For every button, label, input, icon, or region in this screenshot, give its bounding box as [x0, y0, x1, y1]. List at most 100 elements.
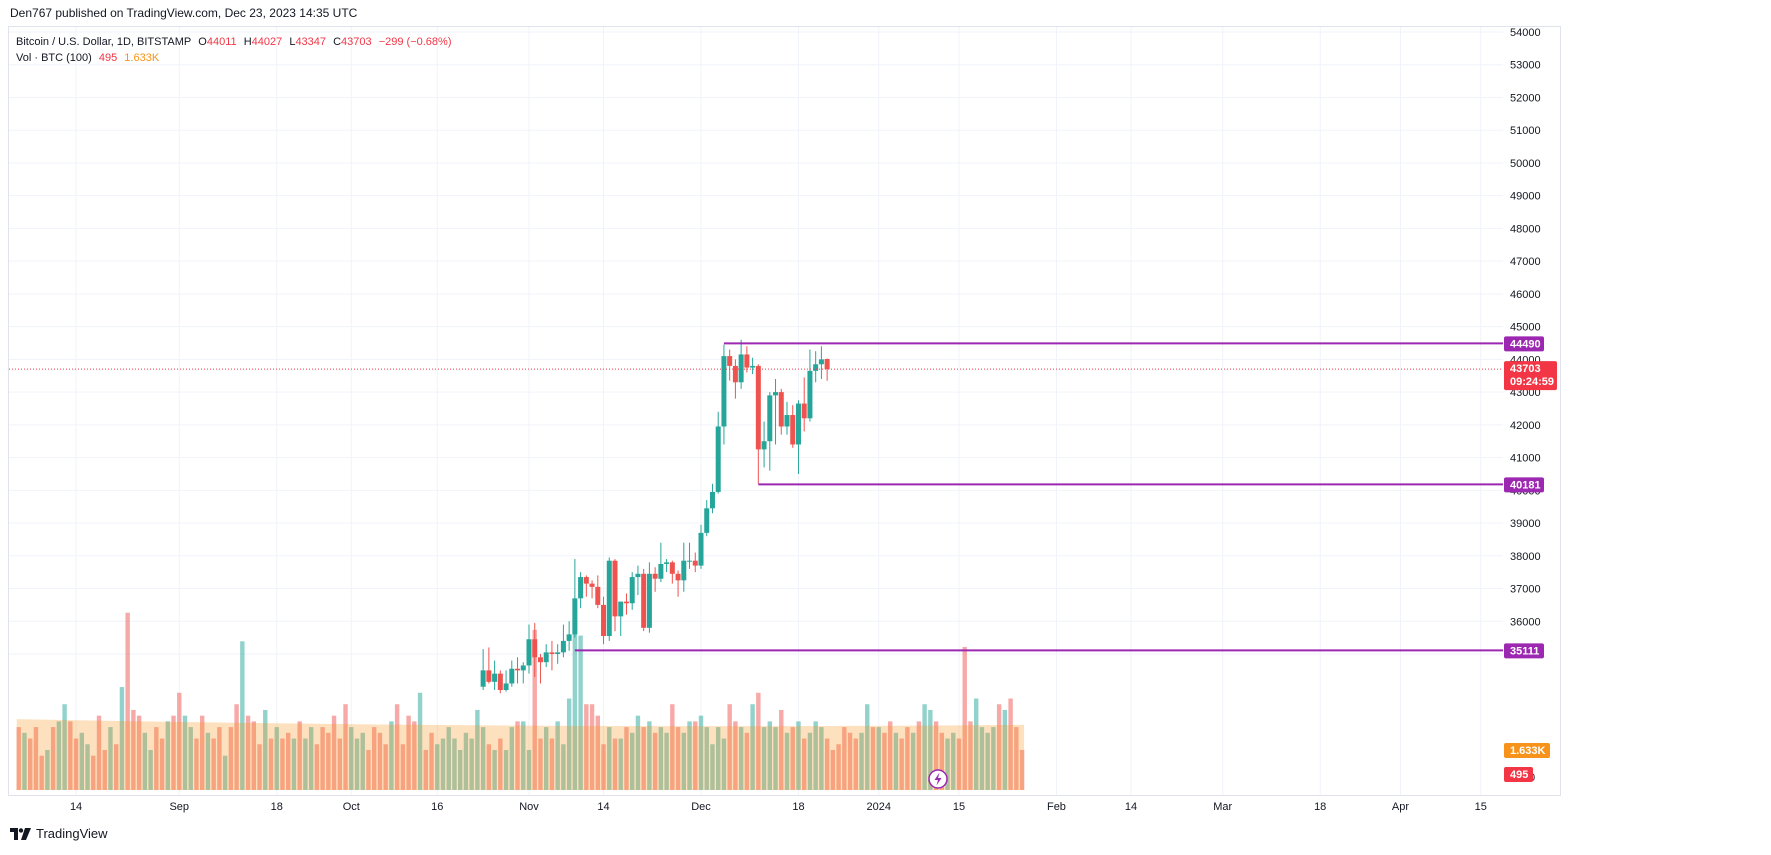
volume-bar: [217, 727, 222, 790]
candle-body: [738, 354, 744, 383]
volume-bar: [400, 744, 406, 790]
candle-body: [595, 586, 601, 605]
candle: [629, 572, 635, 610]
volume-bar: [394, 704, 400, 790]
volume-bar: [96, 715, 102, 790]
volume-bar: [566, 698, 572, 790]
candle-body: [698, 532, 704, 566]
volume-bar: [750, 704, 755, 790]
candle-body: [704, 508, 710, 533]
candle: [583, 575, 589, 597]
volume-bar: [73, 738, 79, 790]
price-tick-label: 39000: [1510, 518, 1541, 530]
volume-bar: [326, 732, 331, 790]
volume-bar: [716, 727, 721, 790]
volume-ma-tag-text: 1.633K: [1510, 745, 1546, 757]
candle-body: [664, 562, 670, 564]
volume-bar: [790, 727, 795, 790]
volume-bar: [933, 721, 939, 790]
candle: [480, 649, 486, 691]
candle-body: [572, 598, 578, 635]
candle: [635, 565, 641, 596]
volume-bar: [22, 732, 27, 790]
volume-bar: [612, 738, 618, 790]
candle: [503, 670, 509, 692]
chart-frame[interactable]: [8, 26, 1561, 796]
candle-body: [692, 560, 698, 566]
volume-bar: [945, 738, 950, 790]
candle: [492, 660, 498, 691]
lightning-icon[interactable]: [928, 769, 948, 789]
candle: [652, 567, 658, 592]
volume-bar: [498, 738, 503, 790]
time-tick-label: 15: [953, 801, 965, 813]
volume-bar: [79, 732, 84, 790]
volume-bar: [85, 744, 90, 790]
volume-bar: [372, 727, 377, 790]
candle: [790, 405, 796, 448]
ohlc-row: Bitcoin / U.S. Dollar, 1D, BITSTAMP O440…: [16, 34, 455, 50]
candle-body: [537, 657, 543, 663]
time-tick-label: Feb: [1047, 801, 1066, 813]
time-tick-label: 15: [1475, 801, 1487, 813]
volume-bar: [756, 692, 761, 790]
candle-body: [818, 359, 824, 365]
volume-bar: [452, 738, 457, 790]
time-tick-label: 14: [1125, 801, 1137, 813]
volume-bar: [544, 727, 549, 790]
candle: [606, 557, 612, 641]
volume-bar: [194, 738, 199, 790]
level-tag-44490-text: 44490: [1510, 338, 1541, 350]
volume-bar: [910, 732, 916, 790]
volume-bar: [624, 727, 629, 790]
volume-ma-value: 1.633K: [124, 52, 160, 64]
volume-bar: [308, 727, 314, 790]
price-tick-label: 36000: [1510, 616, 1541, 628]
volume-bar: [182, 715, 188, 790]
volume-bar: [337, 738, 342, 790]
candle-body: [790, 415, 796, 445]
high-value: H44027: [243, 36, 283, 48]
volume-bar: [555, 721, 560, 790]
time-tick-label: 2024: [866, 801, 890, 813]
candle-body: [578, 577, 584, 599]
volume-bar: [331, 715, 337, 790]
volume-bar: [228, 727, 234, 790]
candle-body: [601, 604, 607, 636]
time-tick-label: 18: [792, 801, 804, 813]
volume-bar: [773, 727, 778, 790]
volume-bar: [406, 715, 411, 790]
footer-branding[interactable]: TradingView: [10, 826, 108, 841]
volume-bar: [200, 715, 205, 790]
volume-bar: [297, 721, 302, 790]
volume-bar: [114, 744, 119, 790]
candle-body: [801, 403, 807, 419]
volume-last-tag-text: 495: [1510, 769, 1528, 781]
volume-bar: [996, 704, 1002, 790]
price-tick-label: 46000: [1510, 289, 1541, 301]
volume-bar: [956, 738, 962, 790]
candle-body: [658, 563, 664, 579]
volume-bar: [985, 732, 990, 790]
volume-bar: [480, 727, 486, 790]
candle-body: [652, 573, 658, 579]
price-tick-label: 45000: [1510, 322, 1541, 334]
volume-bar: [240, 641, 245, 790]
price-tick-label: 52000: [1510, 92, 1541, 104]
time-tick-label: Sep: [169, 801, 189, 813]
candle-body: [532, 639, 538, 658]
candle-body: [520, 665, 526, 671]
price-tick-label: 47000: [1510, 256, 1541, 268]
volume-bar: [681, 732, 686, 790]
change-value: −299 (−0.68%): [378, 36, 452, 48]
volume-bar: [836, 744, 841, 790]
volume-bar: [291, 738, 297, 790]
volume-bar: [16, 727, 21, 790]
time-tick-label: 14: [597, 801, 609, 813]
last-price-tag-text: 09:24:59: [1510, 376, 1554, 388]
chart-legend: Bitcoin / U.S. Dollar, 1D, BITSTAMP O440…: [16, 34, 455, 66]
candle: [560, 624, 566, 658]
volume-bar: [515, 721, 520, 790]
